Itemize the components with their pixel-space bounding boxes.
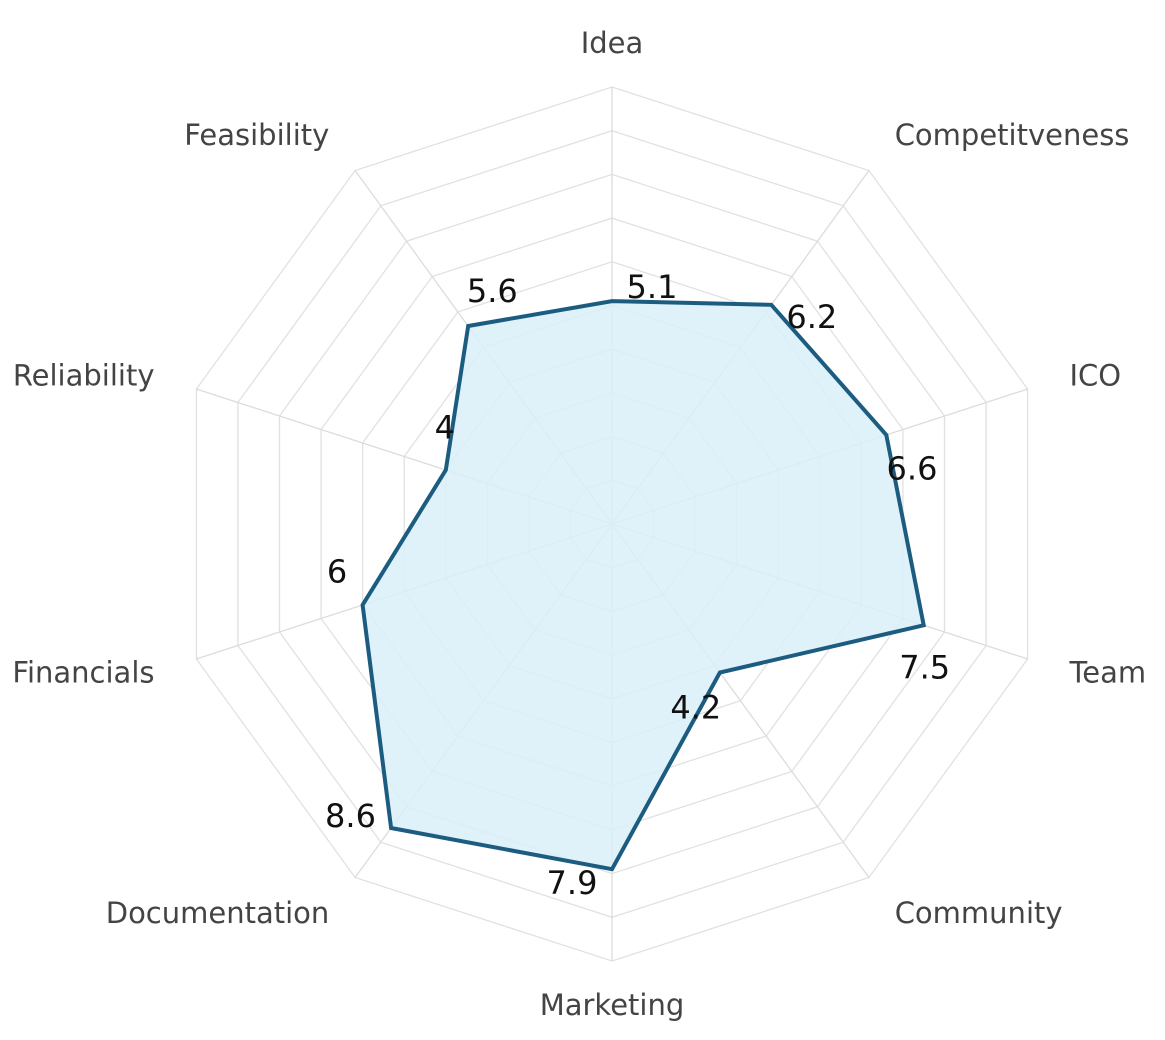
radar-series [360,299,927,872]
axis-labels: Idea Competitveness ICO Team Community Market… [12,26,1146,1022]
axis-label-feasibility: Feasibility [184,118,329,152]
value-label-ico: 6.6 [887,450,938,488]
value-label-marketing: 7.9 [547,864,598,902]
axis-label-marketing: Marketing [540,988,685,1022]
value-label-team: 7.5 [899,649,950,687]
axis-label-ico: ICO [1070,358,1122,392]
axis-label-documentation: Documentation [106,896,330,930]
value-label-community: 4.2 [670,688,721,726]
value-label-competitveness: 6.2 [786,298,837,336]
value-labels: 5.1 6.2 6.6 7.5 4.2 7.9 8.6 6 4 5.6 [325,268,950,902]
value-label-documentation: 8.6 [325,797,376,835]
axis-label-team: Team [1069,656,1147,690]
axis-label-financials: Financials [12,656,154,690]
value-label-idea: 5.1 [627,268,678,306]
axis-label-idea: Idea [581,26,644,60]
value-label-reliability: 4 [435,409,455,447]
series-polygon [360,299,927,872]
value-label-financials: 6 [327,552,347,590]
value-label-feasibility: 5.6 [467,272,518,310]
axis-label-reliability: Reliability [13,358,155,392]
axis-label-competitveness: Competitveness [895,118,1130,152]
axis-label-community: Community [895,896,1063,930]
